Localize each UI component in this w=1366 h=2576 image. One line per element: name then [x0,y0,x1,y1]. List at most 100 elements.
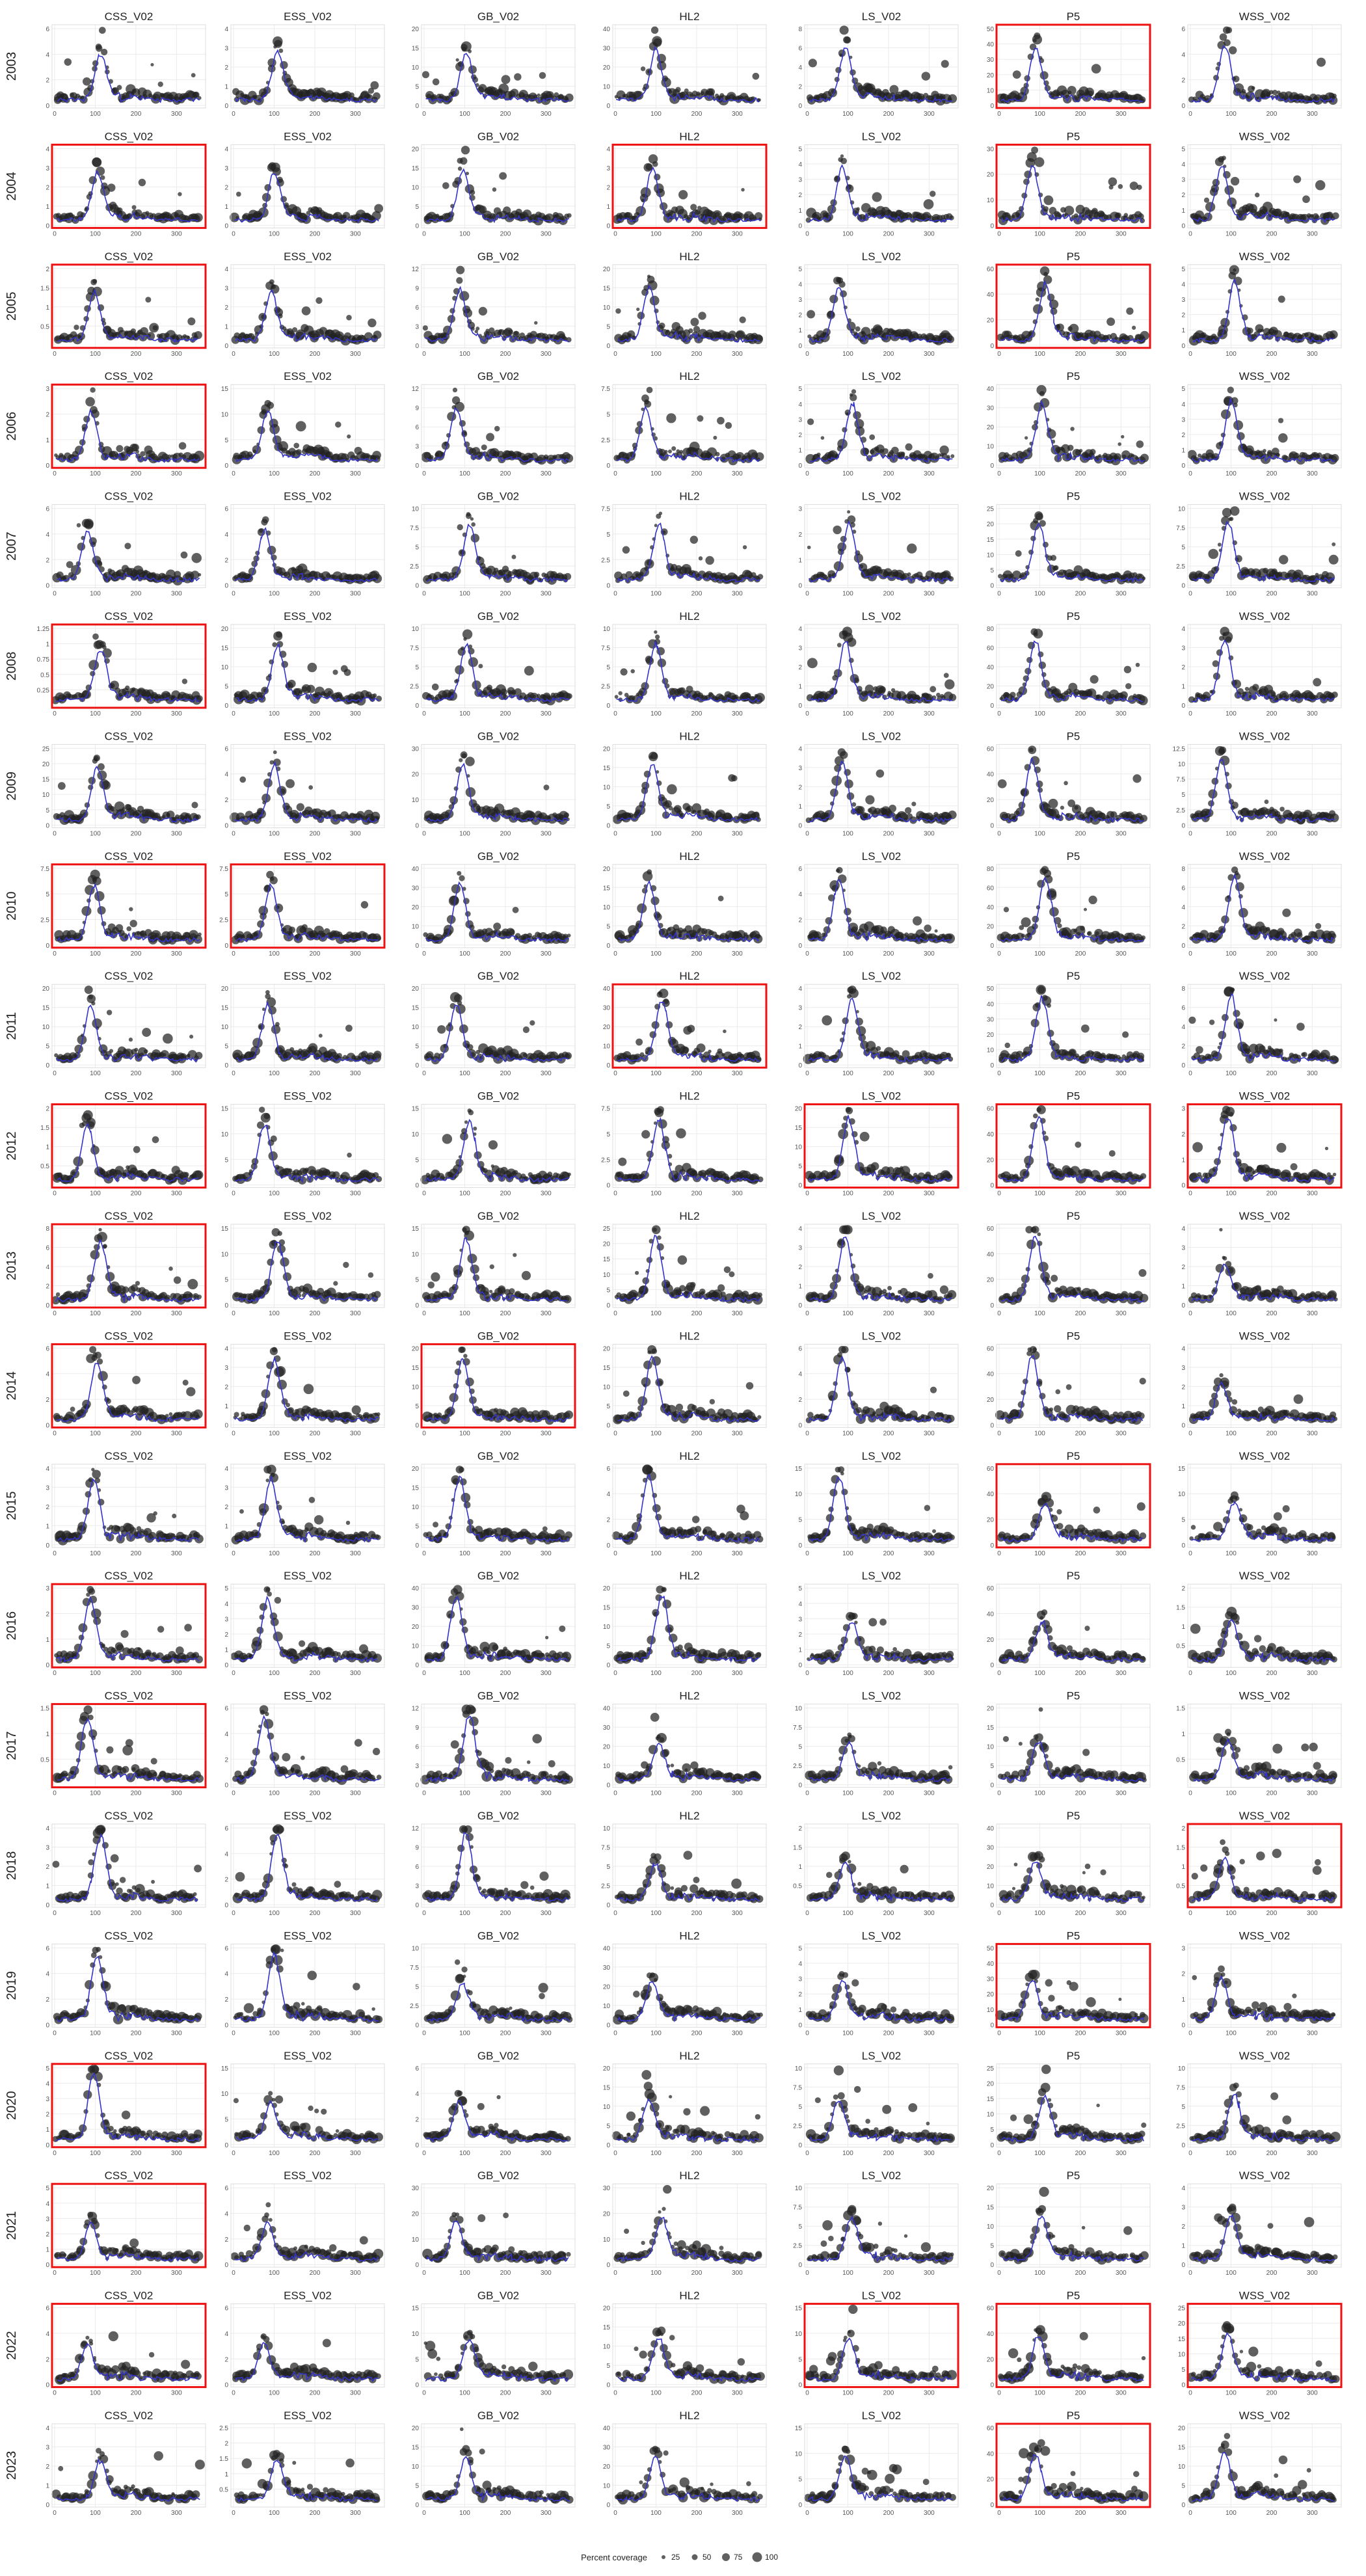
x-tick-label: 100 [1034,470,1045,477]
y-tick-label: 3 [798,645,802,652]
data-point [807,310,816,319]
data-point [923,199,934,209]
data-point [907,543,917,554]
data-point [533,94,538,99]
y-tick-label: 2 [224,64,228,72]
data-point [1329,330,1338,340]
y-tick-label: 7.5 [219,866,228,873]
data-point [85,397,95,407]
data-point [658,322,665,329]
data-point [307,662,317,673]
x-tick-label: 200 [310,830,321,837]
data-point [839,25,849,35]
x-tick-label: 0 [613,710,617,718]
x-tick-label: 200 [1075,591,1086,598]
facet-title: GB_V02 [477,10,519,23]
x-tick-label: 300 [1307,710,1318,718]
x-tick-label: 100 [459,950,470,958]
facet-title: HL2 [679,490,699,503]
x-tick-label: 100 [1034,950,1045,958]
facet-title: WSS_V02 [1239,10,1290,23]
y-tick-label: 30 [603,46,611,53]
y-tick-label: 20 [987,317,995,324]
data-point [1035,297,1039,302]
x-tick-label: 300 [541,470,552,477]
x-tick-label: 200 [500,710,511,718]
data-point [1033,628,1043,639]
y-tick-label: 0 [606,222,610,230]
data-point [1036,513,1043,521]
data-point [564,572,572,580]
x-tick-label: 300 [541,950,552,958]
facet-title: LS_V02 [862,250,902,263]
y-tick-label: 0 [46,463,49,470]
data-point [1224,185,1235,195]
data-point [456,265,465,275]
y-tick-label: 0 [415,222,419,230]
data-point [302,215,311,224]
facet-title: CSS_V02 [105,10,154,23]
data-point [193,934,202,944]
data-point [1227,386,1235,394]
data-point [1278,433,1288,443]
row-label-2008: 2008 [5,652,19,681]
data-point [267,58,276,67]
x-tick-label: 0 [422,111,426,118]
y-tick-label: 20 [412,771,420,779]
data-point [750,96,756,102]
data-point [459,550,465,555]
data-point [869,434,876,440]
data-point [509,928,515,935]
x-tick-label: 100 [650,111,662,118]
data-point [100,175,105,180]
y-tick-label: 0 [1181,103,1185,110]
y-tick-label: 40 [987,42,995,49]
x-tick-label: 0 [997,710,1001,718]
y-tick-label: 20 [221,626,229,633]
panel-border [804,144,959,228]
y-tick-label: 1 [1181,684,1185,691]
x-tick-label: 300 [1116,230,1127,237]
x-tick-label: 200 [1266,230,1278,237]
data-point [950,454,955,459]
data-point [865,795,875,805]
data-point [567,213,572,218]
data-point [844,907,851,916]
x-tick-label: 200 [310,710,321,718]
x-tick-label: 300 [350,830,361,837]
data-point [298,690,302,694]
data-point [263,778,273,788]
y-tick-label: 2.5 [40,917,49,924]
data-point [286,779,295,788]
data-point [191,801,198,809]
x-tick-label: 100 [1034,710,1045,718]
data-point [533,571,540,578]
row-label-2009: 2009 [5,771,19,801]
data-point [306,684,315,693]
data-point [1135,662,1140,667]
x-tick-label: 200 [883,351,894,358]
data-point [499,172,507,180]
data-point [913,916,922,926]
x-tick-label: 0 [805,470,809,477]
data-point [695,209,701,215]
facet-title: WSS_V02 [1239,730,1290,742]
data-point [306,211,311,215]
y-tick-label: 10 [412,626,420,633]
data-point [494,425,500,432]
panel-border [421,144,576,228]
data-point [853,411,861,420]
data-point [492,187,497,192]
y-tick-label: 0 [798,943,802,950]
data-point [235,191,241,197]
x-tick-label: 300 [1116,710,1127,718]
data-point [1003,907,1010,913]
y-tick-label: 60 [987,745,995,753]
y-tick-label: 0 [990,943,994,950]
data-point [276,178,284,187]
